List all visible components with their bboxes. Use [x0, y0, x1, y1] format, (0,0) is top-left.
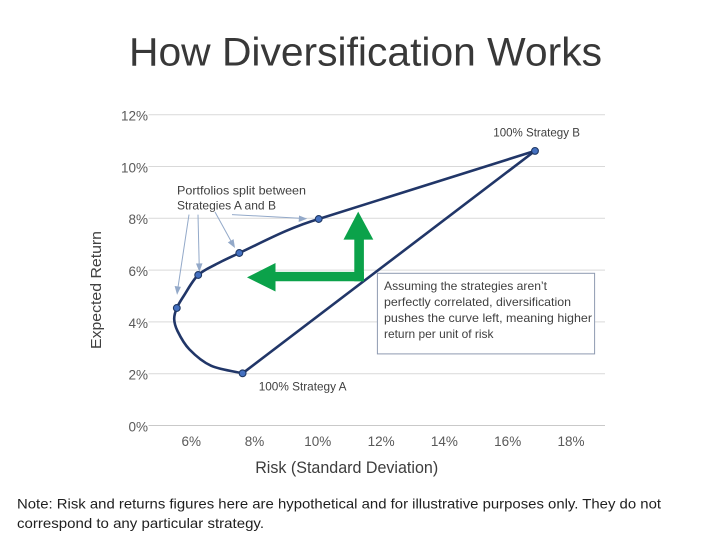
svg-text:Expected Return: Expected Return	[88, 231, 105, 349]
svg-text:correspond to any particular s: correspond to any particular strategy.	[17, 515, 264, 531]
svg-text:10%: 10%	[121, 160, 148, 175]
svg-text:12%: 12%	[121, 109, 148, 124]
svg-text:8%: 8%	[128, 212, 148, 227]
svg-text:Portfolios split between: Portfolios split between	[177, 184, 306, 198]
svg-text:16%: 16%	[494, 434, 521, 449]
svg-text:100% Strategy B: 100% Strategy B	[493, 126, 580, 140]
svg-text:18%: 18%	[557, 434, 584, 449]
svg-text:0%: 0%	[128, 419, 148, 434]
svg-text:Assuming the strategies aren’t: Assuming the strategies aren’t	[384, 279, 548, 293]
svg-text:Strategies A and B: Strategies A and B	[177, 199, 276, 213]
svg-text:6%: 6%	[181, 434, 201, 449]
svg-text:14%: 14%	[431, 434, 458, 449]
svg-text:8%: 8%	[245, 434, 265, 449]
svg-text:return per unit of risk: return per unit of risk	[384, 327, 494, 341]
svg-text:4%: 4%	[128, 316, 148, 331]
svg-text:Note: Risk and returns figures: Note: Risk and returns figures here are …	[17, 496, 661, 512]
svg-text:10%: 10%	[304, 434, 331, 449]
svg-text:pushes the curve left, meaning: pushes the curve left, meaning higher	[384, 311, 592, 325]
svg-text:perfectly correlated, diversif: perfectly correlated, diversification	[384, 295, 571, 309]
svg-text:100% Strategy A: 100% Strategy A	[259, 380, 347, 394]
svg-text:2%: 2%	[128, 368, 148, 383]
svg-text:Risk (Standard Deviation): Risk (Standard Deviation)	[255, 458, 438, 477]
svg-text:12%: 12%	[368, 434, 395, 449]
svg-text:How Diversification Works: How Diversification Works	[129, 31, 602, 75]
svg-text:6%: 6%	[128, 264, 148, 279]
